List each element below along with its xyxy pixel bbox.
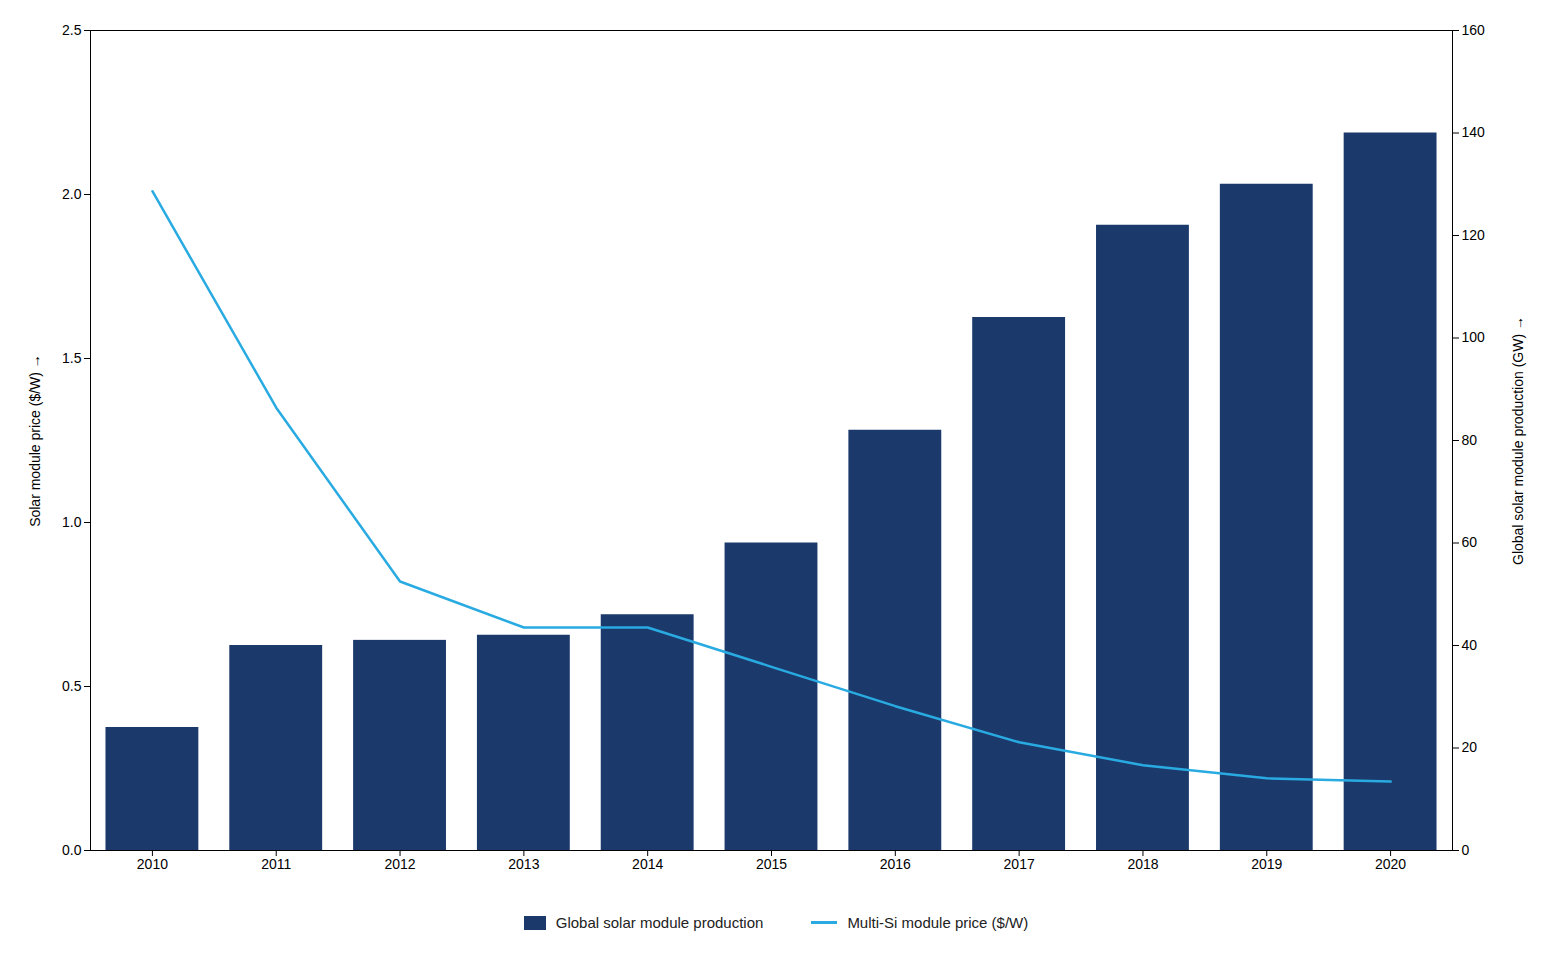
- svg-text:Solar module price ($/W) →: Solar module price ($/W) →: [27, 354, 43, 527]
- svg-text:2015: 2015: [756, 856, 787, 872]
- svg-text:20: 20: [1462, 739, 1478, 755]
- svg-text:2011: 2011: [261, 856, 291, 872]
- svg-text:100: 100: [1462, 329, 1486, 345]
- html-text:Global solar module production: Global solar module production: [555, 914, 764, 931]
- svg-text:0.0: 0.0: [62, 842, 82, 858]
- svg-text:2017: 2017: [1004, 856, 1035, 872]
- svg-text:80: 80: [1462, 432, 1478, 448]
- svg-text:2018: 2018: [1127, 856, 1158, 872]
- svg-text:160: 160: [1462, 22, 1486, 38]
- svg-text:2.0: 2.0: [62, 186, 82, 202]
- svg-text:60: 60: [1462, 534, 1478, 550]
- svg-text:2020: 2020: [1375, 856, 1406, 872]
- svg-text:1.0: 1.0: [62, 514, 82, 530]
- svg-text:2016: 2016: [880, 856, 911, 872]
- svg-text:0: 0: [1462, 842, 1470, 858]
- svg-text:2.5: 2.5: [62, 22, 82, 38]
- svg-text:2019: 2019: [1251, 856, 1282, 872]
- svg-text:2014: 2014: [632, 856, 663, 872]
- svg-text:1.5: 1.5: [62, 350, 82, 366]
- html-text:Multi-Si module price ($/W): Multi-Si module price ($/W): [847, 914, 1029, 931]
- svg-text:140: 140: [1462, 124, 1486, 140]
- svg-text:2012: 2012: [384, 856, 415, 872]
- svg-text:2010: 2010: [137, 856, 168, 872]
- svg-text:Global solar module production: Global solar module production (GW) →: [1510, 316, 1526, 565]
- svg-text:120: 120: [1462, 227, 1486, 243]
- svg-text:2013: 2013: [508, 856, 539, 872]
- svg-text:0.5: 0.5: [62, 678, 82, 694]
- svg-text:40: 40: [1462, 637, 1478, 653]
